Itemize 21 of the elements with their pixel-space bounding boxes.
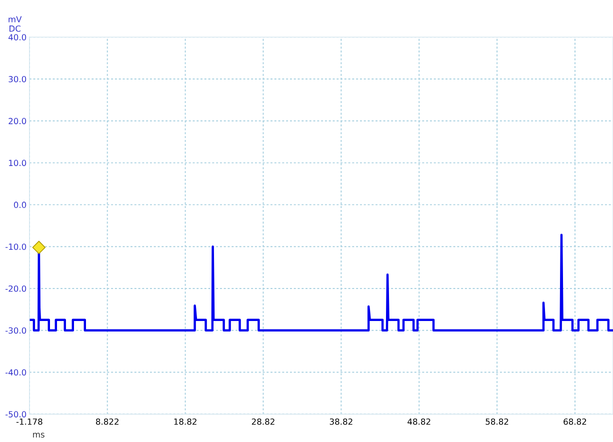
y-tick-label: -10.0 <box>5 244 26 250</box>
x-tick-label: 58.82 <box>486 418 508 425</box>
x-tick-label: 68.82 <box>564 418 586 425</box>
x-tick-label: 28.82 <box>252 418 274 425</box>
y-tick-label: -40.0 <box>5 369 26 376</box>
line-series <box>30 234 613 332</box>
y-tick-label: -20.0 <box>5 285 26 292</box>
x-tick-label: 18.82 <box>174 418 196 425</box>
y-tick-label: 30.0 <box>8 76 26 82</box>
x-tick-label: 38.82 <box>330 418 352 425</box>
y-tick-label: -30.0 <box>5 327 26 334</box>
y-axis-title: mV DC <box>8 16 22 32</box>
y-tick-label: 0.0 <box>14 202 26 208</box>
y-tick-label: 20.0 <box>8 118 26 124</box>
x-tick-label: 8.822 <box>96 418 118 425</box>
y-tick-label: -50.0 <box>5 411 26 418</box>
y-tick-label: 10.0 <box>9 160 26 166</box>
x-tick-label: -1.178 <box>16 418 42 425</box>
y-tick-label: 40.0 <box>8 34 26 40</box>
x-axis-title: ms <box>33 432 44 438</box>
x-tick-label: 48.82 <box>408 418 430 425</box>
